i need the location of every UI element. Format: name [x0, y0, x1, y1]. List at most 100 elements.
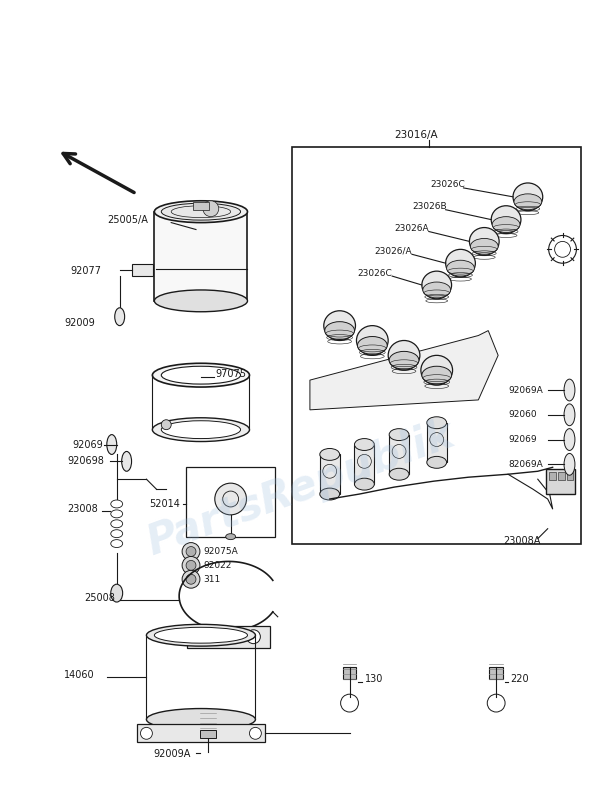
- Ellipse shape: [115, 308, 125, 326]
- Ellipse shape: [423, 282, 451, 298]
- Bar: [427, 422, 446, 462]
- Text: 97075: 97075: [216, 369, 247, 379]
- Text: 23026A: 23026A: [394, 224, 429, 233]
- Ellipse shape: [226, 534, 236, 539]
- Ellipse shape: [146, 709, 256, 730]
- Text: 92075A: 92075A: [203, 547, 238, 556]
- Bar: [131, 265, 154, 276]
- Ellipse shape: [389, 352, 419, 369]
- Bar: [355, 444, 374, 484]
- Text: 23026C: 23026C: [431, 181, 466, 189]
- Text: 92069: 92069: [72, 440, 103, 450]
- Bar: [154, 212, 247, 301]
- Circle shape: [186, 575, 196, 584]
- Text: 220: 220: [510, 674, 529, 685]
- Ellipse shape: [564, 404, 575, 425]
- Bar: [557, 473, 565, 480]
- Text: 23008: 23008: [67, 504, 98, 514]
- Bar: [343, 667, 356, 679]
- Ellipse shape: [161, 367, 241, 384]
- Ellipse shape: [356, 326, 388, 356]
- Text: 23008A: 23008A: [503, 535, 541, 546]
- Ellipse shape: [154, 201, 247, 223]
- Circle shape: [182, 542, 200, 560]
- Text: 23026B: 23026B: [412, 203, 446, 211]
- Text: 92069: 92069: [508, 435, 536, 444]
- Ellipse shape: [107, 435, 117, 455]
- Text: 920698: 920698: [67, 456, 104, 466]
- Ellipse shape: [422, 271, 452, 299]
- Bar: [137, 725, 265, 743]
- Bar: [292, 148, 581, 543]
- Bar: [187, 626, 270, 648]
- Ellipse shape: [355, 439, 374, 451]
- Ellipse shape: [491, 206, 521, 233]
- Ellipse shape: [154, 290, 247, 312]
- Ellipse shape: [388, 341, 420, 371]
- Text: 92060: 92060: [508, 411, 536, 419]
- Ellipse shape: [324, 311, 355, 341]
- Ellipse shape: [325, 322, 355, 339]
- Circle shape: [182, 571, 200, 588]
- Ellipse shape: [111, 584, 122, 602]
- Circle shape: [203, 201, 219, 217]
- Ellipse shape: [146, 624, 256, 646]
- Text: 82069A: 82069A: [508, 460, 543, 469]
- Ellipse shape: [564, 454, 575, 475]
- Text: 92077: 92077: [70, 266, 101, 276]
- Circle shape: [197, 630, 211, 644]
- Ellipse shape: [161, 421, 241, 439]
- Ellipse shape: [152, 363, 250, 387]
- Ellipse shape: [564, 429, 575, 451]
- Text: 92022: 92022: [203, 561, 231, 570]
- Ellipse shape: [469, 228, 499, 255]
- Circle shape: [182, 557, 200, 575]
- Bar: [320, 455, 340, 494]
- Bar: [200, 730, 216, 738]
- Ellipse shape: [564, 379, 575, 401]
- Ellipse shape: [355, 478, 374, 490]
- Ellipse shape: [422, 367, 452, 384]
- Bar: [186, 467, 275, 537]
- Text: 25008: 25008: [84, 593, 115, 603]
- Ellipse shape: [152, 418, 250, 441]
- Circle shape: [215, 483, 247, 515]
- Text: PartsRepublik: PartsRepublik: [140, 414, 460, 564]
- Ellipse shape: [122, 451, 131, 471]
- Circle shape: [161, 420, 171, 429]
- Circle shape: [250, 728, 262, 739]
- Ellipse shape: [358, 337, 387, 354]
- Text: 92009: 92009: [64, 318, 95, 327]
- Ellipse shape: [427, 456, 446, 469]
- Ellipse shape: [154, 627, 247, 643]
- Bar: [389, 435, 409, 474]
- Circle shape: [186, 560, 196, 571]
- Bar: [548, 473, 556, 480]
- Circle shape: [186, 546, 196, 557]
- Text: 52014: 52014: [149, 499, 180, 509]
- Ellipse shape: [389, 469, 409, 480]
- Text: 92009A: 92009A: [154, 749, 191, 758]
- Ellipse shape: [389, 429, 409, 440]
- Bar: [193, 202, 209, 210]
- Text: 25005/A: 25005/A: [107, 214, 148, 225]
- Text: 130: 130: [365, 674, 384, 685]
- Text: 92069A: 92069A: [508, 385, 543, 395]
- Polygon shape: [310, 330, 498, 410]
- Bar: [566, 473, 574, 480]
- Ellipse shape: [320, 488, 340, 500]
- Ellipse shape: [427, 417, 446, 429]
- Ellipse shape: [161, 203, 241, 220]
- Circle shape: [140, 728, 152, 739]
- Text: 23026/A: 23026/A: [374, 246, 412, 256]
- Text: 14060: 14060: [64, 670, 95, 681]
- Ellipse shape: [421, 356, 452, 385]
- Ellipse shape: [320, 448, 340, 460]
- Ellipse shape: [514, 194, 542, 210]
- Text: 23016/A: 23016/A: [394, 130, 438, 141]
- Ellipse shape: [446, 261, 475, 276]
- Ellipse shape: [470, 239, 498, 254]
- Ellipse shape: [513, 183, 543, 210]
- Bar: [546, 469, 575, 494]
- Ellipse shape: [492, 217, 520, 232]
